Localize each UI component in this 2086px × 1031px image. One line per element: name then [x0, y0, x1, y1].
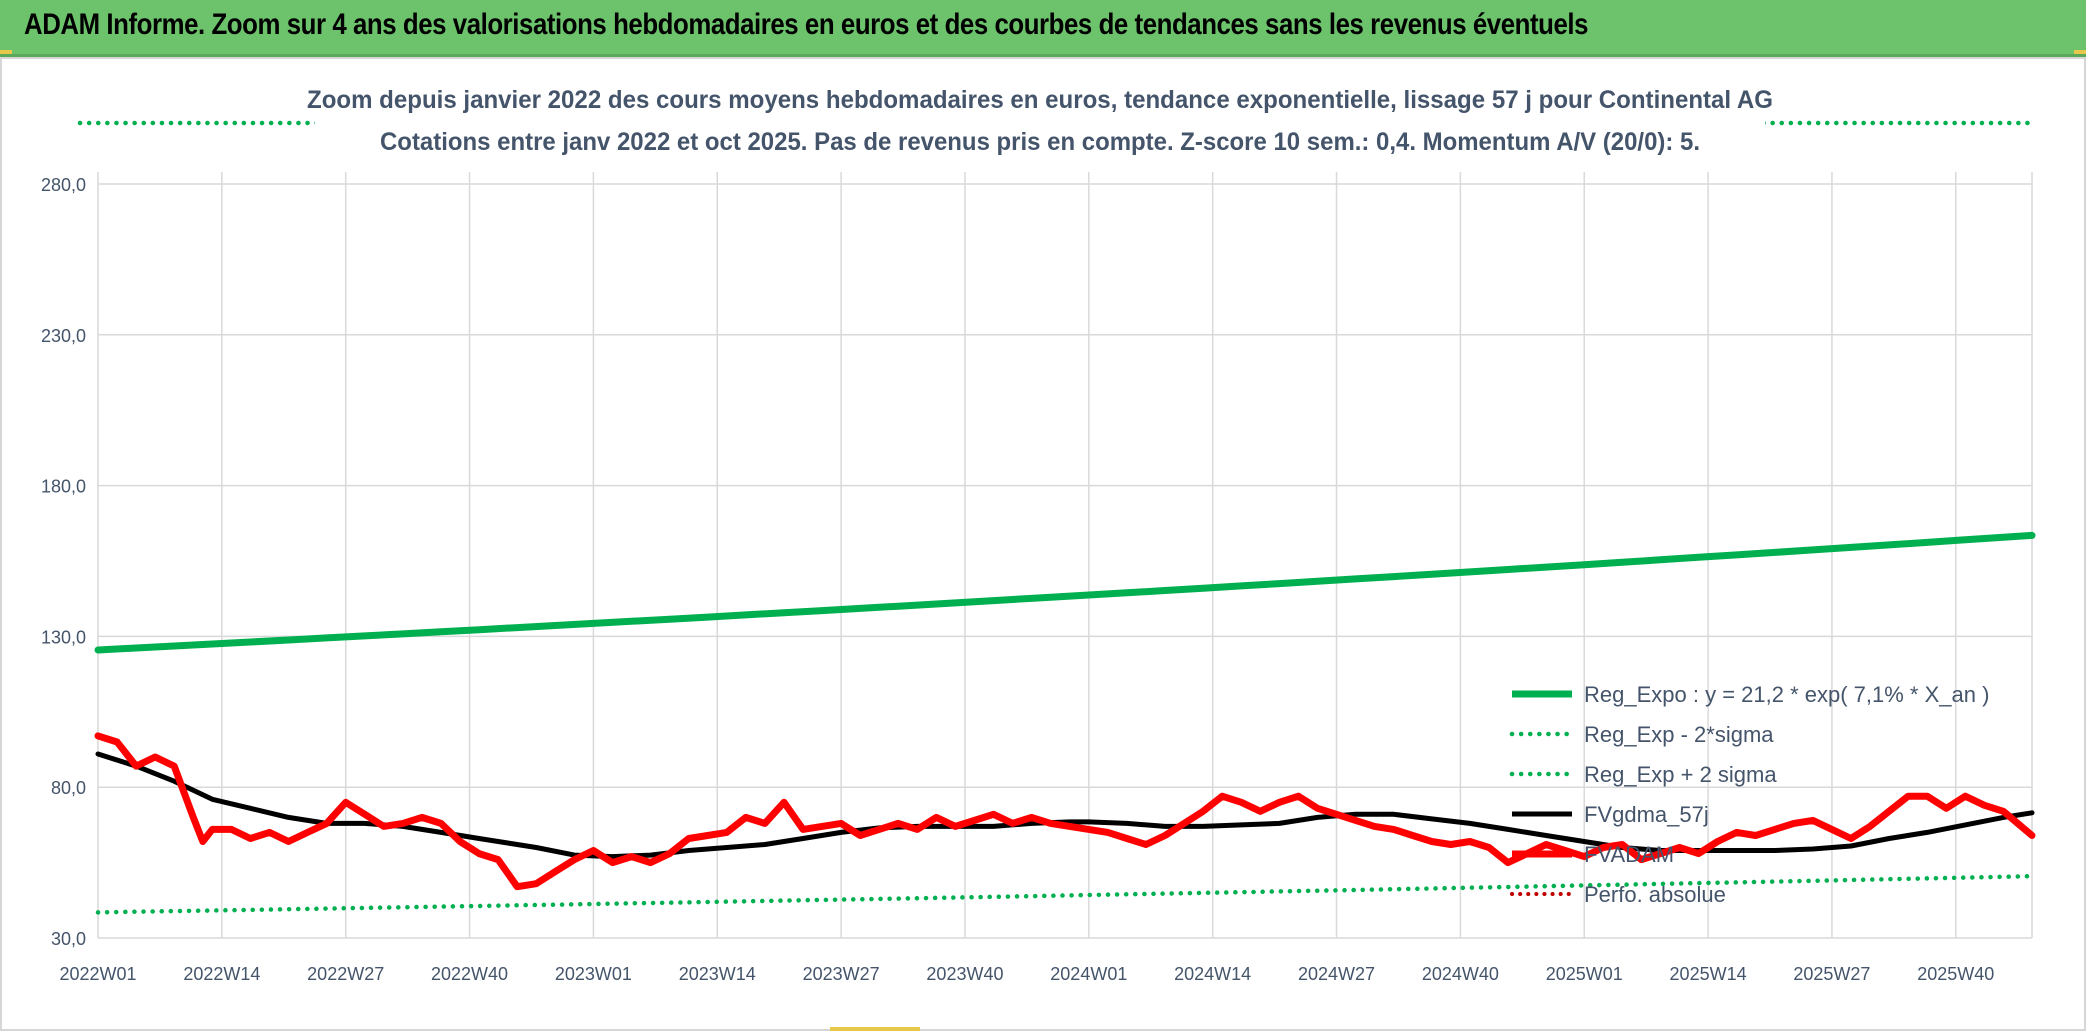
x-axis-ticks: 2022W01 2022W14 2022W27 2022W40 2023W01 2023W…	[59, 964, 1994, 984]
header-accent-right	[2074, 50, 2086, 54]
series-line-fvadam	[94, 732, 2036, 891]
title-background	[315, 78, 1765, 170]
x-tick-label: 2023W01	[555, 964, 632, 984]
chart-legend: Reg_Expo : y = 21,2 * exp( 7,1% * X_an )…	[1509, 682, 1989, 907]
legend-label: Perfo. absolue	[1584, 882, 1726, 907]
x-tick-label: 2022W27	[307, 964, 384, 984]
legend-label: Reg_Exp - 2*sigma	[1584, 722, 1774, 747]
series-line-reg_exp	[95, 873, 2035, 915]
x-tick-label: 2022W14	[183, 964, 260, 984]
y-tick-label: 230,0	[41, 326, 86, 346]
legend-label: FVADAM	[1584, 842, 1674, 867]
x-tick-label: 2022W40	[431, 964, 508, 984]
chart-frame	[0, 57, 2086, 1031]
x-tick-label: 2024W14	[1174, 964, 1251, 984]
chart-series	[94, 531, 2036, 915]
y-tick-label: 130,0	[41, 627, 86, 647]
report-header: ADAM Informe. Zoom sur 4 ans des valoris…	[0, 0, 2086, 57]
series-line-fvgdma_57j	[95, 751, 2035, 860]
y-axis-ticks: 30,0 80,0 130,0 180,0 230,0 280,0	[41, 175, 86, 949]
x-tick-label: 2024W27	[1298, 964, 1375, 984]
legend-label: Reg_Exp + 2 sigma	[1584, 762, 1777, 787]
y-tick-label: 80,0	[51, 778, 86, 798]
x-tick-label: 2025W14	[1670, 964, 1747, 984]
series-line-reg_expo	[94, 531, 2036, 654]
y-tick-label: 180,0	[41, 477, 86, 497]
x-tick-label: 2023W40	[926, 964, 1003, 984]
y-tick-label: 280,0	[41, 175, 86, 195]
chart-title-line1: Zoom depuis janvier 2022 des cours moyen…	[307, 86, 1773, 114]
report-title: ADAM Informe. Zoom sur 4 ans des valoris…	[24, 8, 1589, 41]
x-tick-label: 2025W01	[1546, 964, 1623, 984]
legend-label: FVgdma_57j	[1584, 802, 1709, 827]
x-tick-label: 2025W40	[1917, 964, 1994, 984]
x-tick-label: 2024W01	[1050, 964, 1127, 984]
x-tick-label: 2023W14	[679, 964, 756, 984]
legend-label: Reg_Expo : y = 21,2 * exp( 7,1% * X_an )	[1584, 682, 1989, 707]
x-tick-label: 2024W40	[1422, 964, 1499, 984]
x-tick-label: 2022W01	[59, 964, 136, 984]
frame-accent-bottom	[830, 1027, 920, 1031]
y-tick-label: 30,0	[51, 929, 86, 949]
header-accent-left	[0, 50, 12, 54]
chart-title-line2: Cotations entre janv 2022 et oct 2025. P…	[380, 128, 1700, 156]
x-tick-label: 2023W27	[803, 964, 880, 984]
x-tick-label: 2025W27	[1793, 964, 1870, 984]
